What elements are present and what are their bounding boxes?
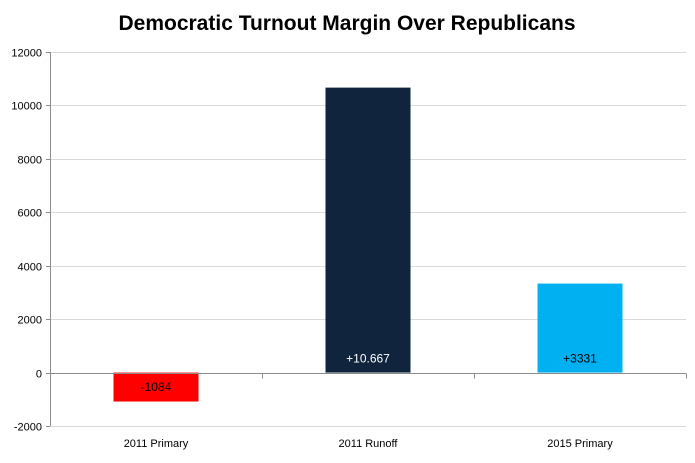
data-labels: -1084 +10.667 +3331 [141,352,598,394]
y-tick-label: 12000 [11,48,42,60]
y-tick-label: -2000 [14,422,42,434]
y-tick-label: 10000 [11,101,42,113]
data-label: +3331 [563,352,597,366]
y-tick-label: 4000 [18,262,42,274]
bar [113,372,199,402]
data-label: -1084 [141,380,172,394]
y-tick-label: 2000 [18,315,42,327]
y-tick-label: 0 [36,369,42,381]
category-label: 2015 Primary [547,438,613,450]
category-label: 2011 Runoff [339,438,399,450]
chart-title: Democratic Turnout Margin Over Republica… [118,12,575,35]
category-label: 2011 Primary [124,438,189,450]
y-axis-ticks: -2000 0 2000 4000 6000 8000 10000 12000 [11,48,51,434]
y-tick-label: 6000 [18,208,42,220]
x-axis-categories: 2011 Primary 2011 Runoff 2015 Primary [124,438,614,450]
zero-axis [46,373,687,379]
bar [537,283,623,373]
bars [113,87,623,402]
data-label: +10.667 [346,352,390,366]
bar [325,87,411,373]
y-tick-label: 8000 [18,155,42,167]
